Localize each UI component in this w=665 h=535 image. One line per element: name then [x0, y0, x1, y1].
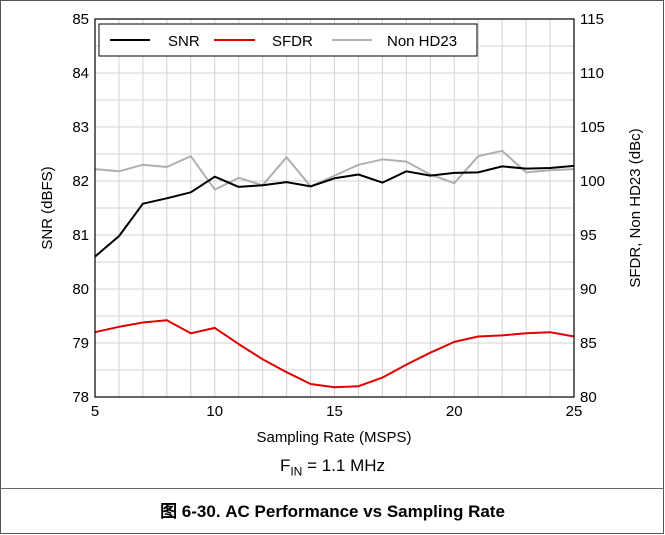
y-left-tick-label: 78	[72, 389, 89, 406]
y-left-tick-label: 79	[72, 335, 89, 352]
note-value: = 1.1 MHz	[307, 456, 386, 475]
x-axis-label: Sampling Rate (MSPS)	[256, 429, 411, 446]
y-right-tick-label: 85	[580, 335, 597, 352]
y-right-tick-label: 115	[580, 11, 604, 28]
x-tick-label: 20	[446, 403, 463, 420]
tick-labels: 5 10 15 20 25 78 79 80 81 82 83 84 85 80 85 90 95 100 105 1…	[72, 11, 605, 420]
y-left-tick-label: 85	[72, 11, 89, 28]
note-subscript: IN	[290, 464, 303, 479]
x-tick-label: 10	[206, 403, 223, 420]
legend: SNR SFDR Non HD23	[98, 23, 478, 57]
y-right-tick-label: 90	[580, 281, 597, 298]
series-line-snr	[94, 164, 575, 258]
y-axis-left-label: SNR (dBFS)	[39, 166, 56, 249]
y-left-tick-label: 83	[72, 119, 89, 136]
x-tick-label: 15	[326, 403, 343, 420]
plot-border	[94, 18, 575, 398]
y-left-tick-label: 80	[72, 281, 89, 298]
y-left-tick-label: 81	[72, 227, 89, 244]
y-axis-right-label: SFDR, Non HD23 (dBc)	[627, 128, 644, 287]
y-left-tick-label: 82	[72, 173, 89, 190]
y-left-tick-label: 84	[72, 65, 89, 82]
line-chart: 5 10 15 20 25 78 79 80 81 82 83 84 85 80 85 90 95 100 105 1…	[39, 11, 644, 446]
y-right-tick-label: 100	[580, 173, 605, 190]
series-layer	[94, 149, 575, 389]
caption-divider	[0, 488, 664, 489]
series-line-sfdr	[94, 319, 575, 389]
legend-label-non-hd23: Non HD23	[387, 33, 457, 50]
input-frequency-note: FIN = 1.1 MHz	[0, 456, 665, 478]
figure-caption: 图 6-30. AC Performance vs Sampling Rate	[160, 502, 505, 521]
y-right-tick-label: 105	[580, 119, 605, 136]
legend-box	[98, 23, 478, 57]
y-right-tick-label: 95	[580, 227, 597, 244]
grid-lines	[94, 18, 575, 398]
legend-label-snr: SNR	[168, 33, 200, 50]
y-right-tick-label: 110	[580, 65, 604, 82]
x-tick-label: 25	[566, 403, 583, 420]
series-line-non-hd23	[94, 149, 575, 191]
x-tick-label: 5	[91, 403, 99, 420]
y-right-tick-label: 80	[580, 389, 597, 406]
legend-label-sfdr: SFDR	[272, 33, 313, 50]
note-symbol: F	[279, 456, 291, 475]
